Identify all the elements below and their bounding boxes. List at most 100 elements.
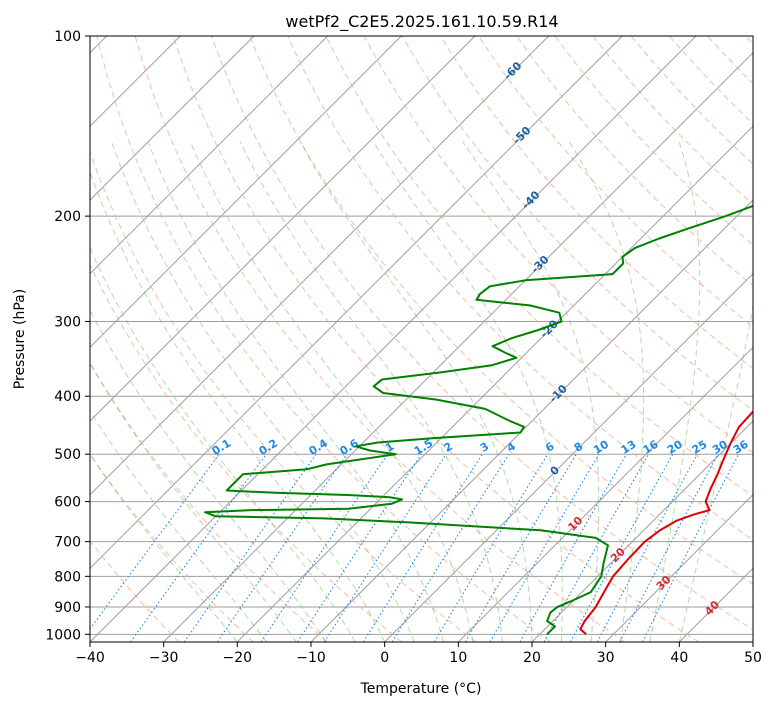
y-axis-label: Pressure (hPa) — [12, 289, 28, 389]
mixing-ratio-line — [619, 453, 719, 642]
moist-adiabat-line — [90, 309, 327, 642]
isotherm-line — [752, 641, 753, 642]
moist-adiabat-line — [189, 141, 474, 642]
mixing-ratio-line — [323, 453, 447, 642]
chart-title: wetPf2_C2E5.2025.161.10.59.R14 — [285, 12, 558, 32]
isotherm-label: -10 — [547, 382, 570, 405]
isotherm-line — [457, 346, 753, 642]
y-tick-label: 1000 — [45, 627, 81, 643]
moist-adiabat-line — [568, 141, 645, 642]
isotherm-line — [236, 125, 753, 642]
dry-adiabat-line — [90, 361, 328, 642]
dry-adiabat-line — [96, 36, 551, 642]
isotherm-line — [384, 272, 753, 642]
moist-adiabat-line — [649, 141, 701, 642]
dry-adiabat-line — [90, 150, 477, 642]
dry-adiabat-line — [134, 36, 625, 642]
mixing-ratio-line — [260, 453, 389, 642]
y-tick-label: 500 — [54, 447, 81, 463]
x-tick-label: −30 — [149, 650, 179, 666]
mixing-ratio-line — [464, 453, 577, 642]
y-tick-label: 300 — [54, 314, 81, 330]
mixing-ratio-line — [489, 453, 600, 642]
mixing-ratio-line — [90, 453, 220, 630]
x-tick-label: −10 — [296, 650, 326, 666]
dry-adiabat-line — [478, 36, 753, 328]
x-tick-label: 30 — [597, 650, 615, 666]
mixing-ratio-label: 0.1 — [210, 437, 233, 458]
isotherm-line — [90, 36, 402, 349]
axes: −40 −30 −20 −10 0 10 20 30 40 5010020030040050060… — [45, 29, 762, 666]
dry-adiabat-line — [554, 36, 753, 246]
mixing-ratio-line — [297, 453, 422, 642]
moist-adiabat-line — [90, 453, 238, 642]
isotherm-label: 0 — [548, 463, 563, 478]
isotherm-line — [605, 493, 753, 642]
dry-adiabat-line — [90, 453, 254, 642]
x-tick-label: 0 — [380, 650, 389, 666]
isotherm-label: 10 — [565, 514, 585, 534]
moist-adiabat-line — [462, 141, 600, 642]
dry-adiabat-line — [516, 36, 753, 287]
dry-adiabat-line — [745, 36, 753, 45]
dry-adiabat-line — [211, 36, 753, 631]
isotherm-label: 40 — [702, 598, 722, 618]
plot-frame — [89, 35, 754, 643]
x-tick-label: 50 — [744, 650, 762, 666]
y-tick-label: 900 — [54, 600, 81, 616]
isotherm-label: -50 — [510, 124, 533, 147]
x-tick-label: −20 — [223, 650, 253, 666]
moist-adiabat-line — [678, 303, 753, 642]
dry-adiabat-line — [172, 36, 700, 642]
x-tick-label: 20 — [523, 650, 541, 666]
isotherm-line — [90, 36, 476, 422]
mixing-ratio-label: 6 — [543, 440, 557, 455]
y-tick-label: 600 — [54, 495, 81, 511]
isotherm-line — [90, 36, 255, 201]
dry-adiabat-line — [592, 36, 753, 205]
y-tick-label: 400 — [54, 389, 81, 405]
mixing-ratio-line — [391, 453, 510, 642]
moist-adiabat-line — [90, 410, 268, 642]
dry-adiabat-line — [401, 36, 753, 411]
isotherm-line — [90, 36, 697, 642]
x-tick-label: −40 — [75, 650, 105, 666]
mixing-ratio-line — [519, 453, 627, 642]
mixing-ratio-line — [433, 453, 549, 642]
mixing-ratio-line — [596, 453, 698, 642]
background-lines — [90, 36, 753, 642]
isotherm-line — [531, 420, 753, 642]
mixing-ratio-line — [642, 453, 740, 642]
dry-adiabat-line — [90, 263, 403, 642]
moist-adiabat-line — [372, 141, 563, 642]
mixing-ratio-label: 0.2 — [257, 437, 280, 458]
isotherm-label: -30 — [528, 253, 551, 276]
dry-adiabat-line — [439, 36, 753, 370]
moist-adiabat-line — [90, 362, 297, 642]
x-tick-label: 40 — [670, 650, 688, 666]
mixing-ratio-line — [362, 453, 483, 642]
y-tick-label: 100 — [54, 29, 81, 45]
isotherm-line — [678, 567, 753, 642]
dry-adiabat-line — [249, 36, 753, 585]
isotherm-line — [90, 36, 550, 496]
moist-adiabat-line — [239, 141, 503, 642]
temperature-line — [579, 410, 753, 636]
y-tick-label: 800 — [54, 569, 81, 585]
isotherm-label: -40 — [519, 188, 542, 211]
mixing-ratio-line — [130, 453, 267, 642]
x-axis-label: Temperature (°C) — [360, 681, 482, 697]
y-tick-label: 200 — [54, 209, 81, 225]
dewpoint-line — [204, 204, 753, 636]
isotherm-line — [163, 51, 753, 642]
mixing-ratio-label: 3 — [478, 440, 491, 455]
dry-adiabat-line — [325, 36, 753, 497]
mixing-ratio-label: 4 — [504, 440, 518, 455]
isotherm-label: -60 — [501, 59, 524, 82]
x-tick-label: 10 — [449, 650, 467, 666]
dry-adiabat-line — [363, 36, 753, 454]
y-tick-label: 700 — [54, 535, 81, 551]
moist-adiabat-line — [90, 170, 386, 642]
profiles — [204, 204, 753, 636]
